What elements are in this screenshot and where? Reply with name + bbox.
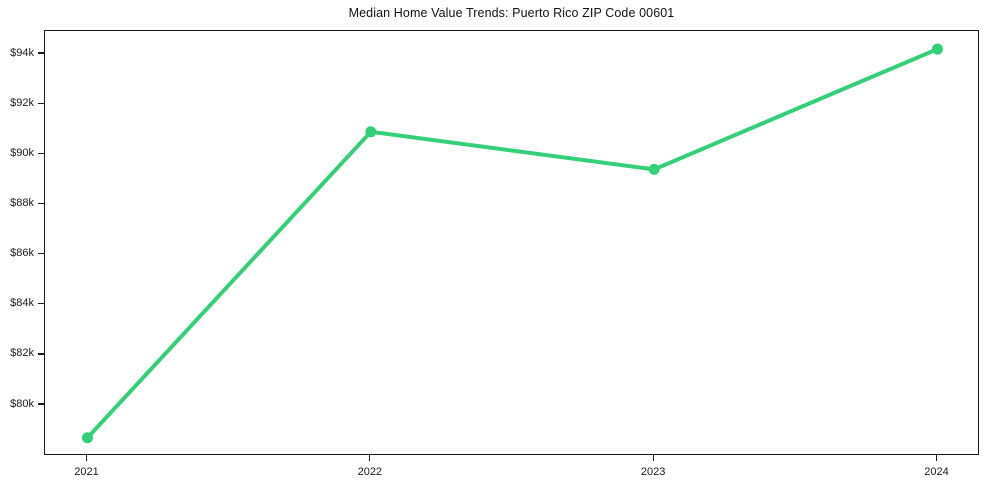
plot-area [44,30,979,455]
y-tick-label: $86k [10,247,34,260]
x-tick-label: 2023 [640,466,666,478]
data-point-marker [932,43,943,55]
trend-line [85,47,940,440]
y-tick-mark [38,102,44,104]
x-tick-mark [85,455,88,461]
line-series-canvas [82,43,943,444]
x-tick-label: 2024 [924,466,949,478]
y-tick-label: $94k [10,46,34,59]
y-tick-mark [38,52,44,54]
x-tick-mark [935,455,938,461]
y-tick-label: $92k [10,96,34,109]
x-tick-mark [652,455,654,461]
y-tick-mark [38,253,44,255]
chart-title: Median Home Value Trends: Puerto Rico ZI… [348,6,675,20]
y-tick-mark [38,152,44,154]
y-tick-mark [38,403,44,405]
y-tick-label: $88k [10,197,34,209]
y-tick-label: $82k [10,347,34,360]
y-tick-label: $90k [10,146,34,159]
x-tick-label: 2022 [357,466,383,478]
x-tick-mark [369,455,371,461]
data-point-marker [82,432,93,444]
y-tick-mark [38,303,44,305]
data-point-marker [365,126,377,138]
y-tick-mark [38,353,44,355]
y-tick-label: $84k [10,297,34,310]
x-tick-label: 2021 [74,466,99,478]
y-tick-mark [38,202,44,205]
y-tick-label: $80k [10,397,34,410]
data-point-marker [648,163,660,175]
